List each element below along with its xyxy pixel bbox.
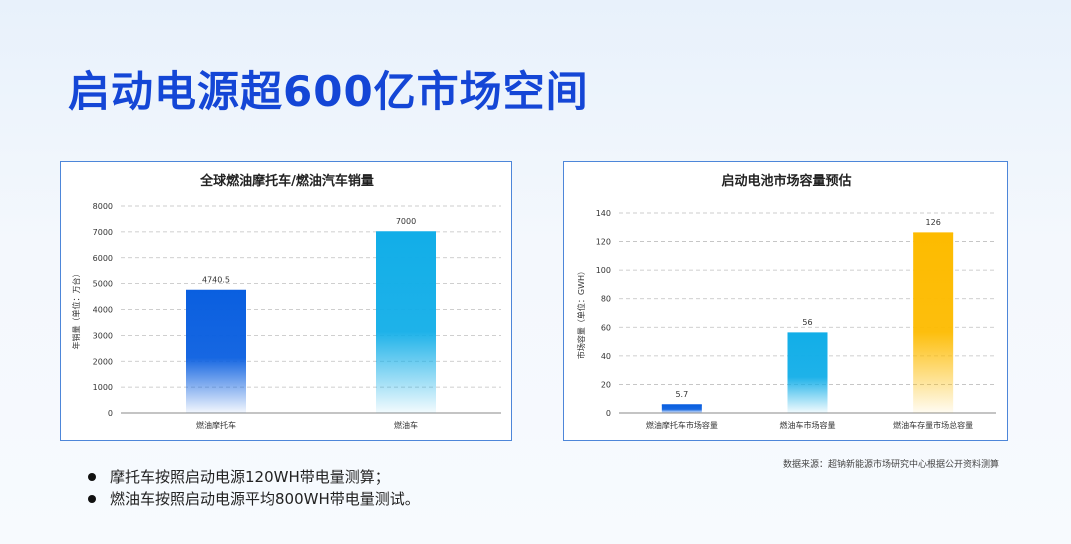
y-tick-label: 2000 <box>93 357 113 366</box>
y-tick-label: 0 <box>606 409 611 418</box>
y-tick-label: 6000 <box>93 254 113 263</box>
sales-chart: 全球燃油摩托车/燃油汽车销量 0 1000 2000 3000 4000 5000 6000 7… <box>71 173 501 430</box>
y-tick-label: 3000 <box>93 331 113 340</box>
notes-list: 摩托车按照启动电源120WH带电量测算； 燃油车按照启动电源平均800WH带电量… <box>88 466 420 510</box>
y-tick-label: 100 <box>596 266 611 275</box>
y-tick-label: 140 <box>596 209 611 218</box>
chart-title: 全球燃油摩托车/燃油汽车销量 <box>199 173 374 189</box>
y-tick-label: 0 <box>108 409 113 418</box>
chart-title: 启动电池市场容量预估 <box>721 173 851 189</box>
data-label: 5.7 <box>675 390 688 399</box>
y-tick-label: 20 <box>601 380 611 389</box>
y-tick-label: 80 <box>601 295 611 304</box>
note-text: 摩托车按照启动电源120WH带电量测算； <box>110 468 390 486</box>
bar <box>913 233 954 413</box>
x-tick-label: 燃油摩托车 <box>196 420 236 430</box>
y-tick-label: 1000 <box>93 383 113 392</box>
y-tick-label: 120 <box>596 238 611 247</box>
capacity-chart: 启动电池市场容量预估 0 20 40 60 80 100 120 140 市场容量（单位：GWH）… <box>576 173 996 430</box>
y-axis-label: 年销量（单位：万台） <box>71 270 81 350</box>
data-label: 126 <box>926 218 941 227</box>
note-text: 燃油车按照启动电源平均800WH带电量测试。 <box>110 490 420 508</box>
y-tick-label: 4000 <box>93 306 113 315</box>
data-label: 7000 <box>396 217 416 226</box>
data-label: 4740.5 <box>202 275 230 284</box>
capacity-chart-panel: 启动电池市场容量预估 0 20 40 60 80 100 120 140 市场容量（单位：GWH）… <box>563 161 1008 441</box>
bar <box>376 231 436 413</box>
x-tick-label: 燃油车市场容量 <box>780 420 836 430</box>
y-tick-label: 40 <box>601 352 611 361</box>
bar <box>787 333 828 413</box>
bullet-icon <box>88 495 96 503</box>
note-item: 摩托车按照启动电源120WH带电量测算； <box>88 466 420 488</box>
y-tick-label: 60 <box>601 323 611 332</box>
source-note: 数据来源：超钠新能源市场研究中心根据公开资料测算 <box>782 460 999 470</box>
note-item: 燃油车按照启动电源平均800WH带电量测试。 <box>88 488 420 510</box>
y-axis-label: 市场容量（单位：GWH） <box>576 267 586 359</box>
y-tick-label: 5000 <box>93 280 113 289</box>
sales-chart-panel: 全球燃油摩托车/燃油汽车销量 0 1000 2000 3000 4000 5000 6000 7… <box>60 161 512 441</box>
x-tick-label: 燃油车 <box>394 420 418 430</box>
y-tick-label: 7000 <box>93 228 113 237</box>
bullet-icon <box>88 473 96 481</box>
bar <box>186 290 246 413</box>
bar <box>661 404 702 413</box>
data-label: 56 <box>802 318 812 327</box>
x-tick-label: 燃油摩托车市场容量 <box>646 420 718 430</box>
y-tick-label: 8000 <box>93 202 113 211</box>
page-title: 启动电源超600亿市场空间 <box>68 67 589 116</box>
x-tick-label: 燃油车存量市场总容量 <box>893 420 973 430</box>
